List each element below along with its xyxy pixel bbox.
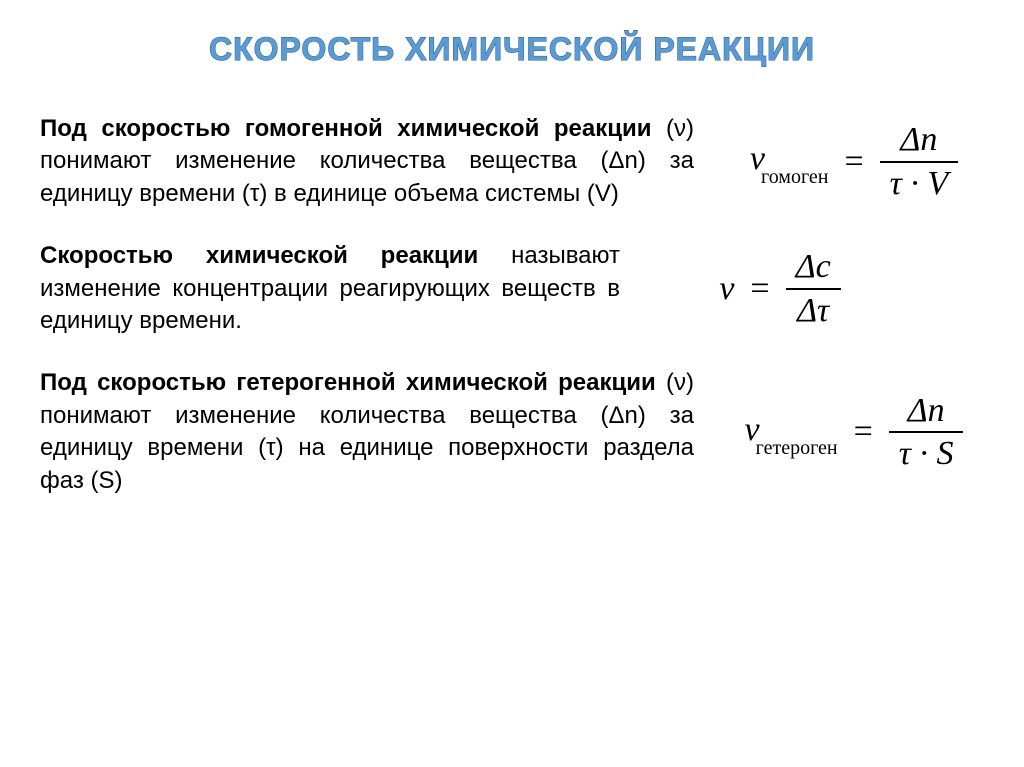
frac-2: Δc Δτ [786,246,841,331]
sub-1: гомоген [761,166,829,188]
title-svg: СКОРОСТЬ ХИМИЧЕСКОЙ РЕАКЦИИ [162,30,862,70]
bold-2: Скоростью химической реакции [40,242,478,269]
num-1: Δn [890,119,947,160]
num-2: Δc [786,246,841,287]
page-title: СКОРОСТЬ ХИМИЧЕСКОЙ РЕАКЦИИ [40,30,984,78]
bold-1: Под скоростью гомогенной химической реак… [40,115,652,142]
formula-rate: ν = Δc Δτ [650,246,910,331]
lhs-3: νгетероген [745,411,838,454]
definition-rate: Скоростью химической реакции называют из… [40,240,620,337]
definition-heterogeneous: Под скоростью гетерогенной химической ре… [40,367,694,497]
num-3: Δn [898,390,955,431]
den-1: τ · V [880,163,958,204]
eq-3: = [854,413,873,451]
eq-2: = [750,270,769,308]
formula-homogeneous: νгомоген = Δn τ · V [724,119,984,204]
lhs-1: νгомоген [750,140,829,183]
den-3: τ · S [889,433,964,474]
definition-homogeneous: Под скоростью гомогенной химической реак… [40,113,694,210]
formula-heterogeneous: νгетероген = Δn τ · S [724,390,984,475]
section-3: Под скоростью гетерогенной химической ре… [40,367,984,497]
sub-3: гетероген [756,437,838,459]
frac-1: Δn τ · V [880,119,958,204]
title-text: СКОРОСТЬ ХИМИЧЕСКОЙ РЕАКЦИИ [209,31,815,67]
den-2: Δτ [787,290,839,331]
bold-3: Под скоростью гетерогенной химической ре… [40,369,656,396]
lhs-2: ν [719,270,734,308]
frac-3: Δn τ · S [889,390,964,475]
eq-1: = [844,143,863,181]
section-1: Под скоростью гомогенной химической реак… [40,113,984,210]
section-2: Скоростью химической реакции называют из… [40,240,984,337]
